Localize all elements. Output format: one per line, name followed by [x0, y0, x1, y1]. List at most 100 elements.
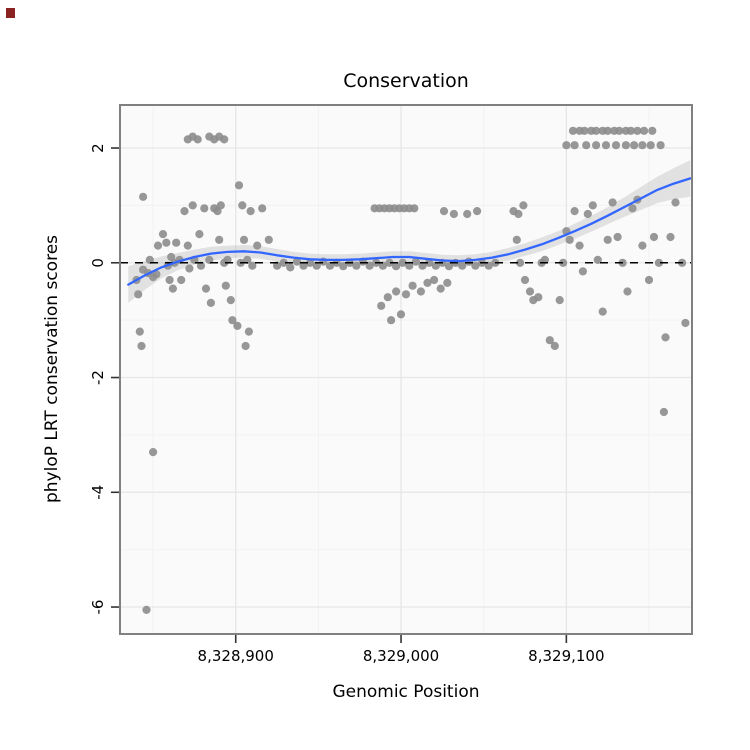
data-point [158, 230, 168, 239]
data-point [392, 262, 401, 271]
data-point [611, 141, 621, 150]
data-point [279, 258, 288, 267]
data-point [152, 270, 161, 279]
data-point [239, 235, 249, 244]
data-point [139, 192, 148, 201]
data-point [243, 255, 252, 264]
data-point [228, 316, 237, 325]
data-point [220, 135, 229, 144]
data-point [162, 238, 171, 247]
data-point [580, 126, 589, 135]
data-point [306, 258, 315, 267]
data-point [248, 261, 257, 270]
data-point [654, 258, 664, 267]
data-point [172, 238, 181, 247]
data-point [593, 255, 602, 264]
plot-panel-background [120, 105, 692, 634]
data-point [193, 135, 202, 144]
data-point [410, 204, 419, 213]
data-point [583, 209, 592, 219]
data-point [205, 255, 214, 264]
data-point [648, 126, 657, 135]
x-tick-label: 8,329,100 [528, 647, 604, 665]
data-point [385, 258, 394, 267]
y-tick-label: -2 [89, 370, 107, 385]
data-point [471, 261, 480, 270]
data-point [562, 141, 571, 150]
data-point [516, 258, 525, 267]
data-point [661, 333, 670, 342]
data-point [630, 141, 639, 150]
data-point [387, 316, 396, 325]
data-point [458, 261, 467, 270]
data-point [168, 284, 177, 293]
data-point [425, 258, 434, 267]
data-point [439, 207, 449, 216]
data-point [565, 235, 574, 244]
data-point [292, 257, 301, 266]
data-point [221, 281, 230, 290]
smooth-trend-line [127, 177, 692, 286]
data-point [545, 336, 554, 345]
data-point [142, 605, 151, 615]
data-point [137, 341, 146, 351]
data-point [339, 262, 348, 271]
data-point [416, 287, 425, 296]
data-point [396, 310, 406, 319]
data-point [135, 327, 144, 336]
data-point [568, 126, 578, 135]
chart-title: Conservation [343, 70, 469, 92]
data-point [633, 126, 642, 135]
data-point [588, 201, 597, 210]
y-axis-label: phyloP LRT conservation scores [42, 234, 62, 504]
x-tick-label: 8,329,000 [363, 647, 439, 665]
data-point [578, 267, 588, 276]
data-point [273, 261, 282, 270]
data-point [540, 255, 550, 264]
data-point [430, 275, 439, 285]
data-point [570, 207, 579, 216]
data-point [603, 235, 612, 244]
data-point [623, 287, 632, 296]
confidence-band [128, 160, 691, 303]
data-point [592, 126, 601, 135]
data-point [646, 141, 655, 150]
data-point [185, 264, 194, 273]
data-point [241, 341, 250, 351]
data-point [206, 298, 215, 307]
data-point [134, 290, 143, 299]
data-point [443, 278, 452, 287]
data-point [615, 126, 624, 135]
data-point [392, 287, 401, 296]
data-point [681, 318, 690, 328]
data-point [153, 241, 163, 250]
data-point [449, 209, 458, 219]
axes: 8,328,900 8,329,000 8,329,100 2 0 -2 -4 -6 [89, 143, 605, 665]
y-tick-label: 2 [89, 143, 107, 153]
data-point [299, 261, 308, 270]
data-point [149, 448, 158, 457]
data-point [180, 207, 189, 216]
data-point [258, 204, 267, 213]
data-point [570, 141, 579, 150]
data-point [626, 126, 635, 135]
data-point [286, 263, 295, 272]
data-point [671, 198, 680, 207]
data-point [223, 255, 232, 264]
data-point [312, 261, 321, 270]
data-point [592, 141, 601, 150]
window-corner-marker-icon [6, 8, 15, 18]
data-point [628, 204, 637, 213]
data-point [183, 241, 192, 250]
data-point [196, 261, 206, 270]
data-point [621, 141, 631, 150]
data-point [601, 141, 611, 150]
data-point [431, 261, 440, 270]
data-point [598, 307, 607, 316]
data-point [638, 241, 647, 250]
data-point [463, 209, 472, 219]
data-point [234, 181, 244, 190]
data-point [401, 290, 411, 299]
